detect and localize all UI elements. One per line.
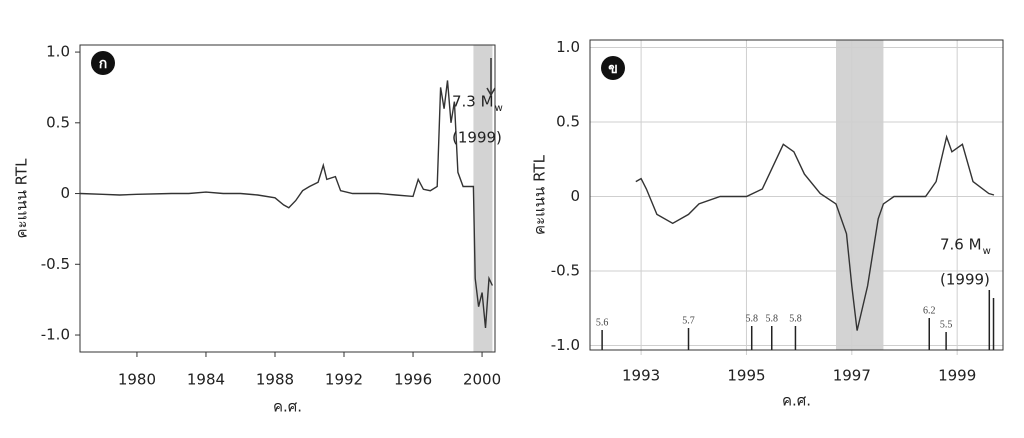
plot-frame xyxy=(79,44,496,353)
event-label: 5.8 xyxy=(745,313,758,324)
x-tick-label: 1984 xyxy=(187,371,225,389)
event-label: 5.7 xyxy=(682,315,695,326)
y-tick-label: 0.5 xyxy=(556,112,580,130)
x-tick-label: 1999 xyxy=(938,367,976,385)
x-tick-label: 1988 xyxy=(256,371,294,389)
arrow-head xyxy=(486,87,496,97)
x-axis-title: ค.ศ. xyxy=(782,392,811,410)
x-tick-label: 1997 xyxy=(833,367,871,385)
y-axis-title: คะแนน RTL xyxy=(13,158,31,239)
annotation: 7.6 M xyxy=(940,236,982,254)
highlight-band xyxy=(473,45,493,352)
x-axis-title: ค.ศ. xyxy=(273,398,302,416)
annotation-subscript: w xyxy=(495,103,503,114)
y-tick-label: 1.0 xyxy=(556,38,580,56)
y-axis-title: คะแนน RTL xyxy=(531,154,549,235)
y-tick-label: -0.5 xyxy=(551,262,580,280)
annotation: 7.3 M xyxy=(452,93,494,111)
x-tick-label: 1980 xyxy=(118,371,156,389)
x-tick-label: 1993 xyxy=(622,367,660,385)
panel-badge xyxy=(601,56,625,80)
data-line xyxy=(635,134,995,331)
x-tick-label: 1995 xyxy=(727,367,765,385)
x-tick-label: 1992 xyxy=(325,371,363,389)
event-label: 5.6 xyxy=(596,317,609,328)
event-label: 6.2 xyxy=(923,305,936,316)
panel-label: ข xyxy=(608,61,618,77)
highlight-band xyxy=(836,40,884,350)
y-tick-label: 0.5 xyxy=(46,113,70,131)
annotation-year: (1999) xyxy=(940,271,990,289)
x-tick-label: 1996 xyxy=(394,371,432,389)
event-label: 5.5 xyxy=(940,319,953,330)
annotation-year: (1999) xyxy=(452,129,502,147)
y-tick-label: -0.5 xyxy=(41,255,70,273)
annotation-subscript: w xyxy=(983,246,991,257)
y-tick-label: 0 xyxy=(570,187,580,205)
event-label: 5.8 xyxy=(765,313,778,324)
y-tick-label: -1.0 xyxy=(41,326,70,344)
panel-badge xyxy=(91,51,115,75)
data-line xyxy=(79,80,494,328)
panel-label: ก xyxy=(99,56,107,72)
y-tick-label: 0 xyxy=(60,184,70,202)
plot-frame xyxy=(589,39,1004,351)
y-tick-label: -1.0 xyxy=(551,336,580,354)
y-tick-label: 1.0 xyxy=(46,43,70,61)
event-label: 5.8 xyxy=(789,313,802,324)
x-tick-label: 2000 xyxy=(463,371,501,389)
